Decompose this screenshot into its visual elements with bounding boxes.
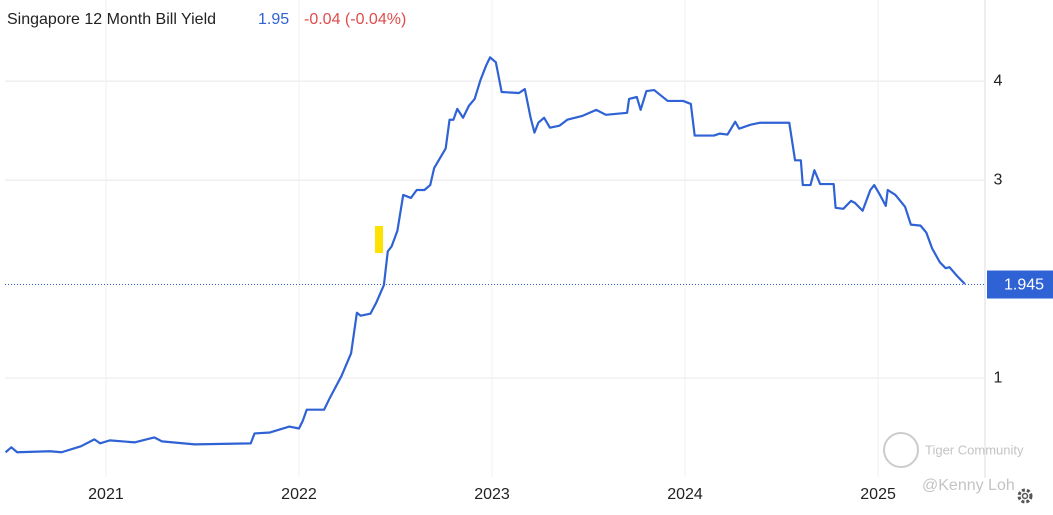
settings-icon[interactable]	[1017, 488, 1033, 504]
x-tick-label: 2023	[474, 486, 510, 503]
watermark: @Kenny Loh	[922, 477, 1015, 494]
chart-title: Singapore 12 Month Bill Yield	[7, 11, 216, 28]
y-tick-label: 4	[994, 72, 1003, 89]
x-tick-label: 2021	[88, 486, 124, 503]
y-tick-label: 1	[994, 369, 1003, 386]
watermark: Tiger Community	[925, 442, 1024, 457]
change: -0.04 (-0.04%)	[304, 11, 406, 28]
watermark-logo	[883, 432, 919, 468]
x-tick-label: 2022	[281, 486, 317, 503]
price-label: 1.945	[1004, 277, 1044, 294]
marker	[375, 226, 383, 253]
x-tick-label: 2025	[860, 486, 896, 503]
line	[4, 56, 966, 454]
y-tick-label: 3	[994, 171, 1003, 188]
x-tick-label: 2024	[667, 486, 703, 503]
price-label-box	[987, 270, 1053, 299]
last-value: 1.95	[258, 11, 289, 28]
